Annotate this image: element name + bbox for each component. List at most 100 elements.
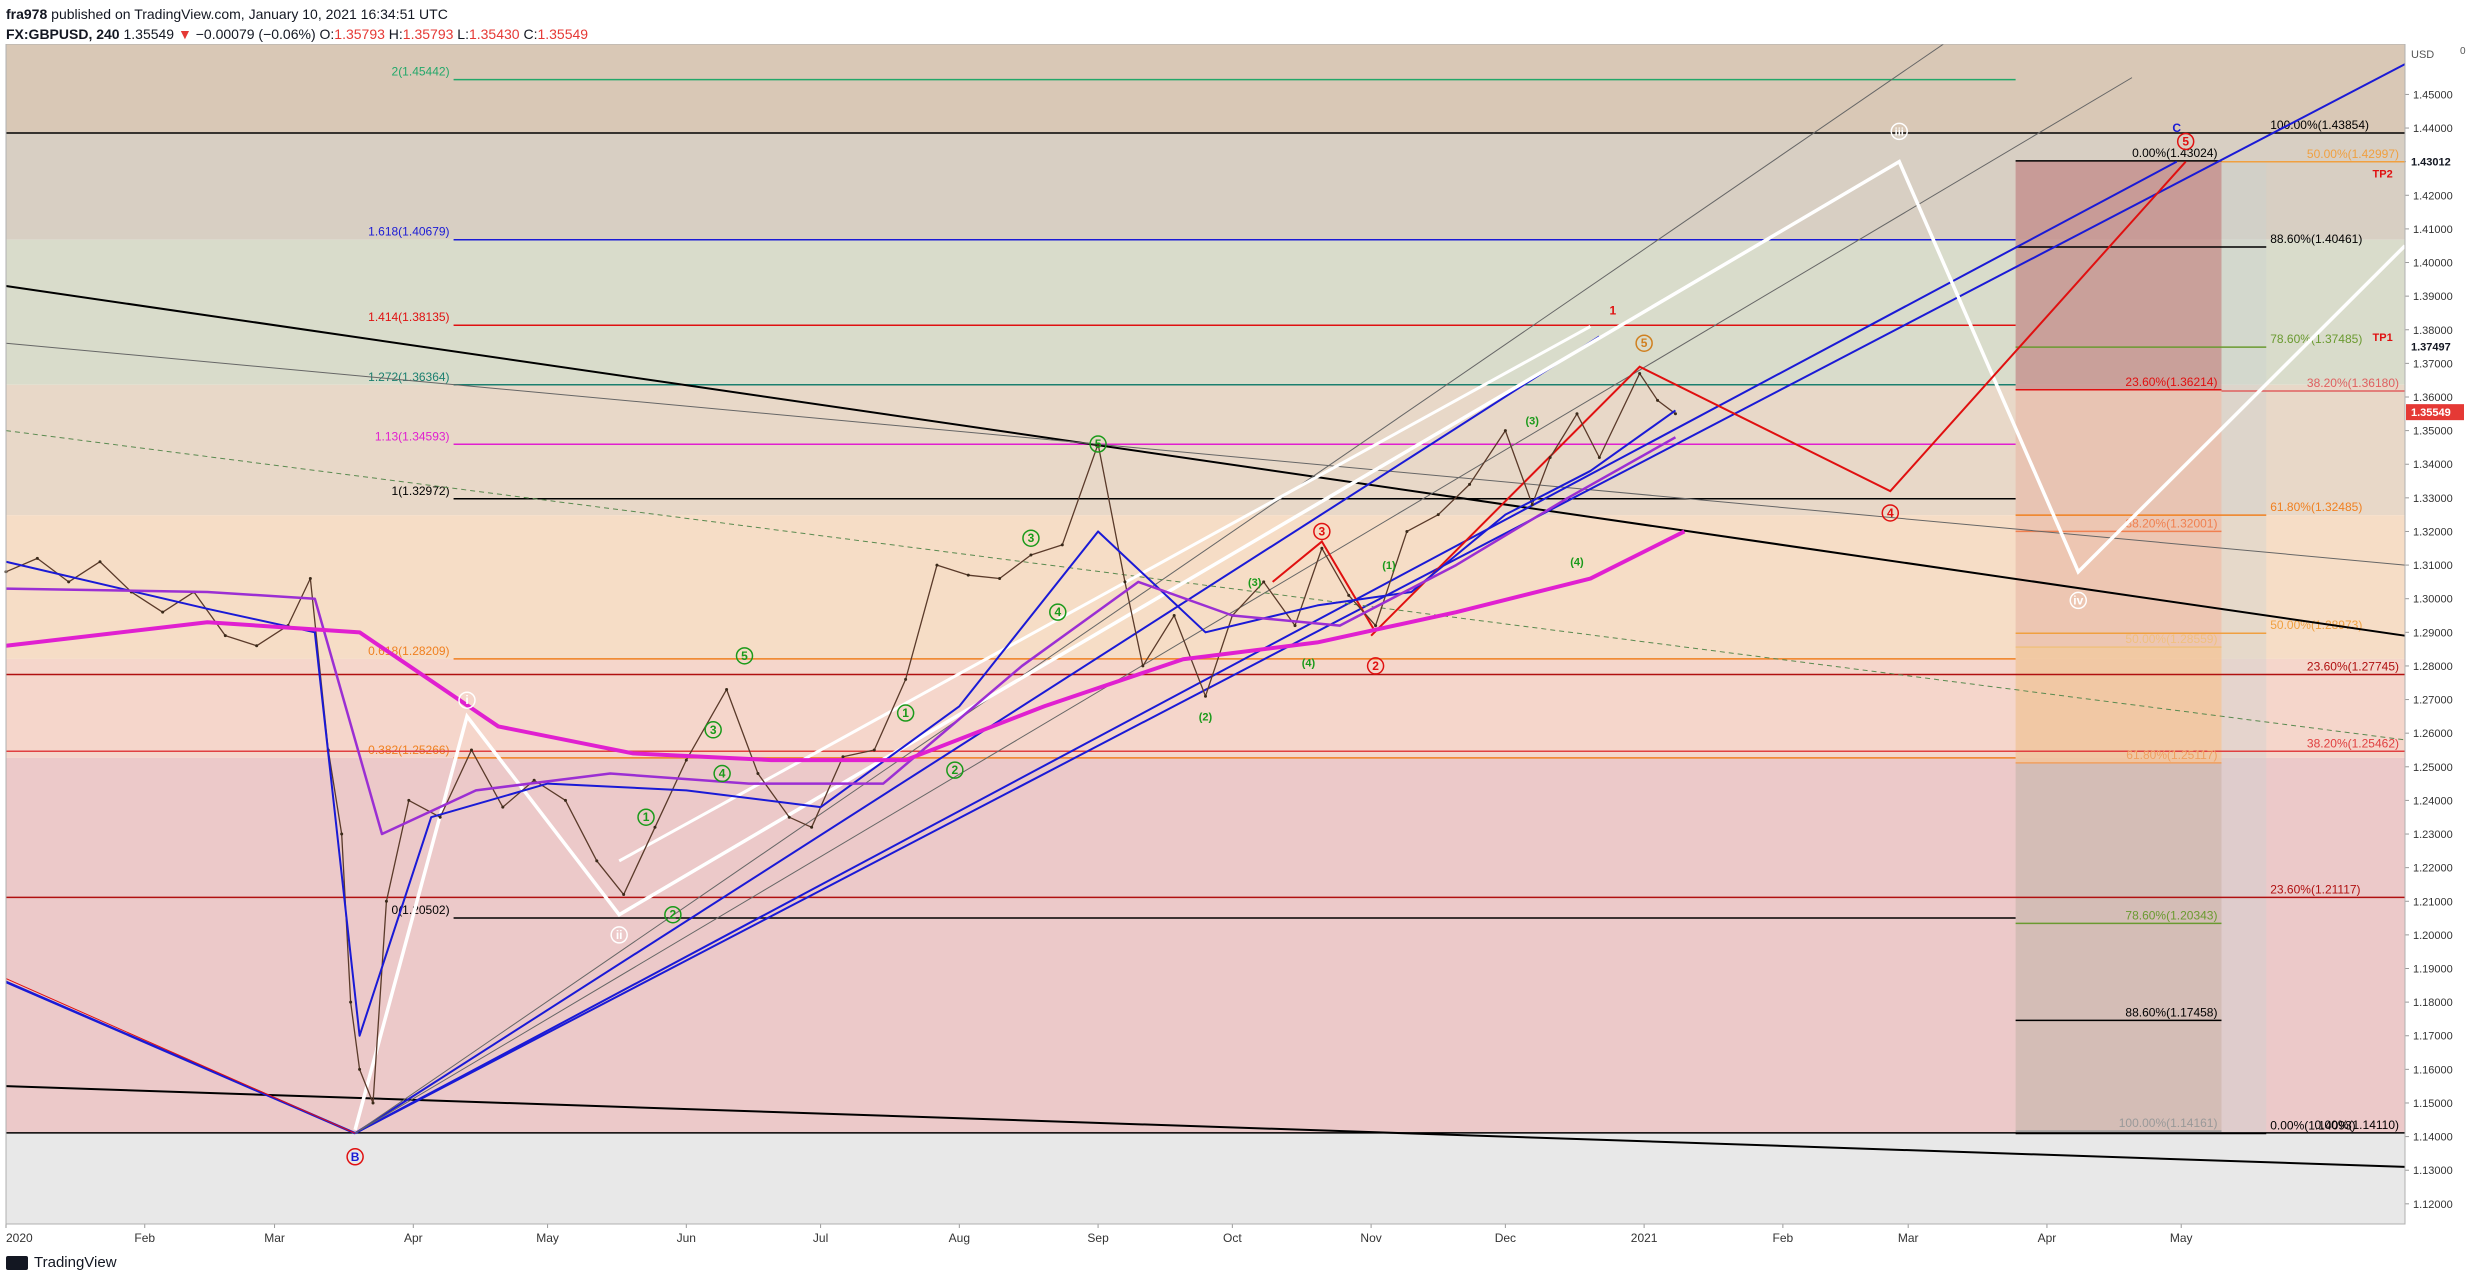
author-name[interactable]: fra978 bbox=[6, 6, 48, 22]
axis-unit: USD bbox=[2411, 49, 2434, 61]
wave-label: B bbox=[351, 1150, 360, 1164]
fib-label: 78.60%(1.37485) bbox=[2270, 332, 2362, 346]
tradingview-logo-icon bbox=[6, 1255, 28, 1270]
price-point bbox=[1172, 614, 1176, 618]
price-point bbox=[1436, 513, 1440, 517]
fib-label: 0.00%(1.14093) bbox=[2270, 1118, 2355, 1132]
wave-label: (3) bbox=[1248, 577, 1262, 589]
trend-line bbox=[354, 335, 1600, 1135]
x-tick-label: Mar bbox=[1898, 1231, 1919, 1245]
y-tick-label: 1.25000 bbox=[2413, 762, 2453, 774]
fib-label: 0.00%(1.43024) bbox=[2132, 146, 2217, 160]
open-label: O: bbox=[319, 26, 335, 42]
publish-info: published on TradingView.com, January 10… bbox=[51, 6, 448, 22]
y-tick-label: 1.17000 bbox=[2413, 1031, 2453, 1043]
price-change: −0.00079 (−0.06%) bbox=[195, 26, 316, 42]
x-tick-label: May bbox=[2170, 1231, 2193, 1245]
x-tick-label: Dec bbox=[1495, 1231, 1516, 1245]
wave-label: (4) bbox=[1570, 557, 1584, 569]
wave-label: C bbox=[2172, 121, 2181, 135]
y-tick-label: 1.27000 bbox=[2413, 695, 2453, 707]
price-point bbox=[407, 798, 411, 802]
fib-label: 100.00%(1.14161) bbox=[2119, 1116, 2218, 1130]
price-point bbox=[532, 778, 536, 782]
close-label: C: bbox=[523, 26, 538, 42]
wave-label-circle bbox=[896, 704, 915, 722]
price-chart[interactable]: 2(1.45442) 1.618(1.40679) 1.414(1.38135) 1.… bbox=[0, 44, 2468, 1255]
price-point bbox=[904, 677, 908, 681]
wave-label: iii bbox=[1895, 126, 1904, 138]
y-tick-label: 1.30000 bbox=[2413, 594, 2453, 606]
x-tick-label: Jul bbox=[813, 1231, 828, 1245]
price-tag-label: 1.37497 bbox=[2411, 342, 2451, 354]
y-tick-label: 1.32000 bbox=[2413, 526, 2453, 538]
x-tick-label: Aug bbox=[949, 1231, 970, 1245]
price-point bbox=[98, 560, 102, 564]
price-tag-label: 1.43012 bbox=[2411, 156, 2451, 168]
projection-box-orange bbox=[2015, 647, 2222, 763]
fib-label: 0.618(1.28209) bbox=[368, 644, 449, 658]
price-tag bbox=[2406, 153, 2464, 170]
price-point bbox=[384, 899, 388, 903]
wave-label: 5 bbox=[1095, 437, 1102, 451]
price-point bbox=[358, 1067, 362, 1071]
wave-label: 2 bbox=[670, 908, 677, 922]
price-point bbox=[1204, 694, 1207, 698]
high-label: H: bbox=[388, 26, 403, 42]
price-tag bbox=[2406, 404, 2464, 421]
y-tick-label: 1.38000 bbox=[2413, 325, 2453, 337]
bg-zone-1 bbox=[6, 132, 2405, 240]
wave-label-circle bbox=[2069, 591, 2088, 610]
y-tick-label: 1.28000 bbox=[2413, 661, 2453, 673]
price-point bbox=[223, 634, 227, 638]
down-arrow-icon: ▼ bbox=[177, 26, 192, 42]
wave-label: (2) bbox=[1199, 711, 1213, 723]
plot-frame bbox=[5, 44, 2406, 1225]
y-tick-label: 1.26000 bbox=[2413, 728, 2453, 740]
y-tick-label: 1.33000 bbox=[2413, 493, 2453, 505]
price-point bbox=[1548, 456, 1552, 460]
wave-label: i bbox=[465, 693, 468, 707]
fib-label: 88.60%(1.17458) bbox=[2125, 1005, 2217, 1019]
price-point bbox=[1262, 580, 1266, 584]
trend-line bbox=[5, 978, 356, 1134]
price-point bbox=[255, 644, 259, 648]
y-tick-label: 1.15000 bbox=[2413, 1098, 2453, 1110]
wave-label: iv bbox=[2073, 593, 2083, 607]
close-value: 1.35549 bbox=[537, 26, 589, 42]
wave-label-circle bbox=[1022, 529, 1040, 547]
price-point bbox=[725, 687, 729, 691]
fib-label: 61.80%(1.25117) bbox=[2126, 748, 2217, 762]
wave-label-circle bbox=[735, 647, 754, 665]
wave-label: 4 bbox=[1054, 605, 1061, 619]
wave-label: 3 bbox=[1028, 531, 1035, 545]
fib-label: 1(1.32972) bbox=[392, 484, 450, 498]
price-point bbox=[1141, 664, 1145, 668]
price-point bbox=[756, 772, 760, 776]
fib-label: 1.272(1.36364) bbox=[368, 370, 449, 384]
price-point bbox=[67, 580, 71, 584]
x-tick-label: Mar bbox=[264, 1231, 285, 1245]
symbol-label[interactable]: FX:GBPUSD, 240 bbox=[6, 26, 120, 42]
price-point bbox=[1638, 371, 1642, 375]
price-point bbox=[998, 577, 1002, 581]
fib-label: 50.00%(1.28559) bbox=[2125, 632, 2217, 646]
wave-label: 3 bbox=[710, 723, 717, 737]
price-point bbox=[1320, 546, 1324, 550]
fib-label: 1.414(1.38135) bbox=[368, 310, 449, 324]
fib-label: 23.60%(1.21117) bbox=[2270, 882, 2360, 896]
fib-label: 0.00%(1.14110) bbox=[2314, 1118, 2399, 1132]
footer: TradingView bbox=[6, 1254, 117, 1271]
wave-label: 1 bbox=[643, 810, 650, 824]
wave-label: 5 bbox=[741, 649, 748, 663]
brand-name[interactable]: TradingView bbox=[34, 1254, 117, 1271]
wave-label: 5 bbox=[1641, 336, 1648, 350]
price-point bbox=[1575, 412, 1579, 416]
price-point bbox=[161, 610, 165, 614]
fib-label: 78.60%(1.20343) bbox=[2125, 908, 2217, 922]
price-point bbox=[349, 1000, 353, 1004]
y-tick-label: 1.12000 bbox=[2413, 1199, 2453, 1211]
y-tick-label: 1.34000 bbox=[2413, 459, 2453, 471]
channel-white bbox=[618, 325, 1592, 863]
wave-red-small bbox=[1272, 540, 1377, 633]
